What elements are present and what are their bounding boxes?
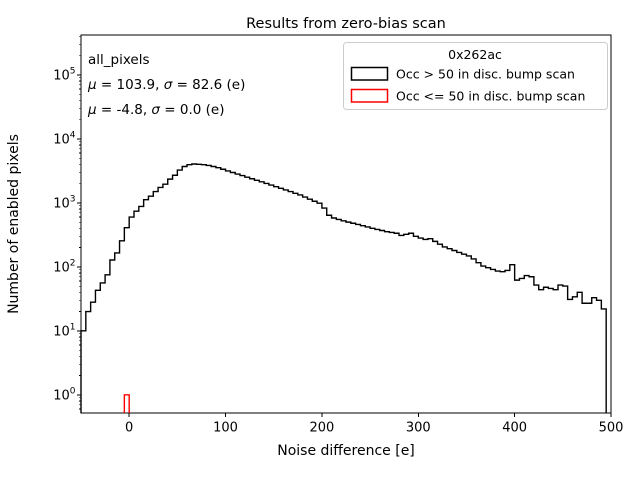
x-axis-label: Noise difference [e]	[277, 443, 415, 459]
x-tick-label: 200	[309, 421, 334, 436]
x-tick-label: 0	[125, 421, 133, 436]
y-tick-label: 103	[53, 194, 75, 211]
y-axis-label: Number of enabled pixels	[6, 134, 22, 314]
x-tick-label: 100	[213, 421, 238, 436]
y-tick-label: 105	[53, 66, 75, 83]
x-tick-label: 300	[406, 421, 431, 436]
y-tick-label: 100	[53, 386, 76, 403]
histogram-step-black	[80, 163, 607, 413]
legend-swatch-red	[350, 88, 389, 103]
x-tick-label: 400	[502, 421, 527, 436]
legend: 0x262ac Occ > 50 in disc. bump scan Occ …	[343, 42, 608, 110]
legend-label-occ-le-50: Occ <= 50 in disc. bump scan	[396, 89, 585, 104]
annotation-dataset-label: all_pixels	[88, 52, 150, 68]
annotation-stats-black: μ = 103.9, σ = 82.6 (e)	[87, 77, 245, 93]
legend-label-occ-gt-50: Occ > 50 in disc. bump scan	[396, 67, 575, 82]
series-layer	[80, 163, 607, 413]
y-tick-label: 101	[53, 322, 75, 339]
histogram-bar-red	[123, 394, 130, 413]
legend-swatch-black	[350, 66, 389, 81]
chart-title: Results from zero-bias scan	[246, 16, 446, 32]
legend-box	[343, 42, 608, 110]
y-tick-label: 102	[53, 258, 75, 275]
y-tick-label: 104	[53, 130, 76, 147]
plot-border	[80, 34, 612, 414]
annotation-stats-red: μ = -4.8, σ = 0.0 (e)	[87, 102, 224, 118]
legend-title: 0x262ac	[448, 47, 502, 62]
x-tick-label: 500	[599, 421, 624, 436]
